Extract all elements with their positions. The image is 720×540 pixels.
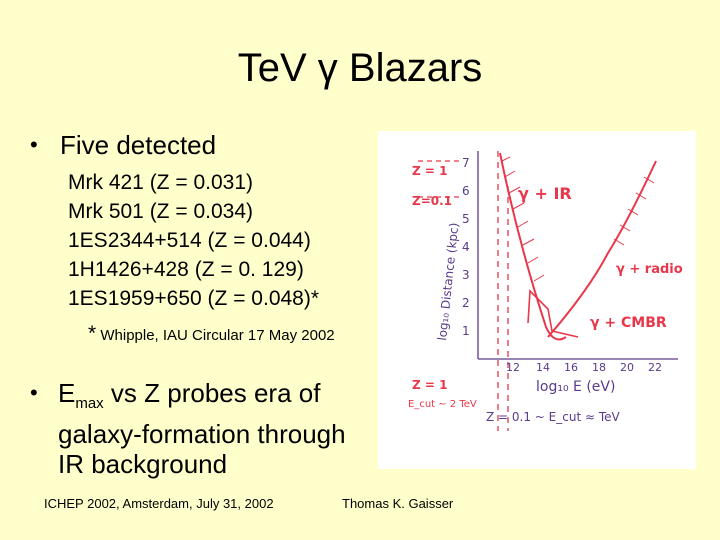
z01-label: Z=0.1 (412, 194, 452, 208)
z1-label: Z = 1 (412, 164, 447, 178)
y-tick: 2 (462, 296, 470, 310)
blazar-item: Mrk 421 (Z = 0.031) (68, 171, 253, 194)
emax-rest: vs Z probes era of galaxy-formation thro… (58, 378, 346, 479)
curve-gamma-cmbr (527, 289, 579, 338)
x-tick: 12 (506, 361, 520, 374)
hand-drawn-sketch: 7 6 5 4 3 2 1 12 14 16 18 20 22 Z = 1 Z=… (378, 131, 696, 469)
bullet-five-detected: • Five detected (30, 130, 216, 160)
slide-title: TeV γ Blazars (237, 46, 483, 90)
curve-gamma-ir (499, 152, 567, 341)
y-tick: 1 (462, 324, 470, 338)
label-gamma-radio: γ + radio (616, 262, 683, 277)
bullet-text: Five detected (60, 130, 217, 160)
blazar-list: Mrk 421 (Z = 0.031) Mrk 501 (Z = 0.034) … (68, 168, 319, 313)
y-tick: 3 (462, 268, 470, 282)
blazar-item: 1ES2344+514 (Z = 0.044) (68, 229, 311, 252)
hatching (501, 156, 655, 282)
note-star: * (88, 322, 97, 345)
note-text: Whipple, IAU Circular 17 May 2002 (100, 327, 335, 344)
label-gamma-ir: γ + IR (518, 184, 572, 203)
x-axis-label: log₁₀ E (eV) (536, 379, 615, 395)
emax-sub: max (75, 395, 104, 412)
bullet-text: Emax vs Z probes era of galaxy-formation… (58, 378, 360, 479)
x-tick: 16 (564, 361, 578, 374)
blazar-item: 1ES1959+650 (Z = 0.048)* (68, 287, 320, 310)
y-ticks: 7 6 5 4 3 2 1 (462, 156, 470, 338)
y-tick: 7 (462, 156, 470, 170)
x-tick: 20 (620, 361, 634, 374)
y-tick: 5 (462, 212, 470, 226)
bottom-z1-ecut: E_cut ~ 2 TeV (408, 399, 477, 410)
emax-e: E (58, 378, 76, 408)
bottom-z01: Z = 0.1 ~ E_cut ≈ TeV (486, 410, 621, 424)
whipple-note: * Whipple, IAU Circular 17 May 2002 (88, 322, 358, 346)
y-tick: 6 (462, 184, 470, 198)
label-gamma-cmbr: γ + CMBR (590, 315, 667, 331)
x-tick: 14 (536, 361, 550, 374)
blazar-item: 1H1426+428 (Z = 0. 129) (68, 258, 304, 281)
y-axis-label: log₁₀ Distance (kpc) (435, 222, 461, 341)
footer-conference: ICHEP 2002, Amsterdam, July 31, 2002 (44, 496, 274, 511)
blazar-item: Mrk 501 (Z = 0.034) (68, 200, 253, 223)
x-ticks: 12 14 16 18 20 22 (506, 361, 662, 374)
bullet-emax: • Emax vs Z probes era of galaxy-formati… (30, 378, 360, 479)
y-tick: 4 (462, 240, 470, 254)
x-tick: 18 (592, 361, 606, 374)
footer-author: Thomas K. Gaisser (342, 496, 454, 511)
bullet-dot: • (30, 132, 38, 157)
bullet-dot: • (30, 380, 38, 405)
bottom-z1: Z = 1 (412, 378, 447, 392)
x-tick: 22 (648, 361, 662, 374)
